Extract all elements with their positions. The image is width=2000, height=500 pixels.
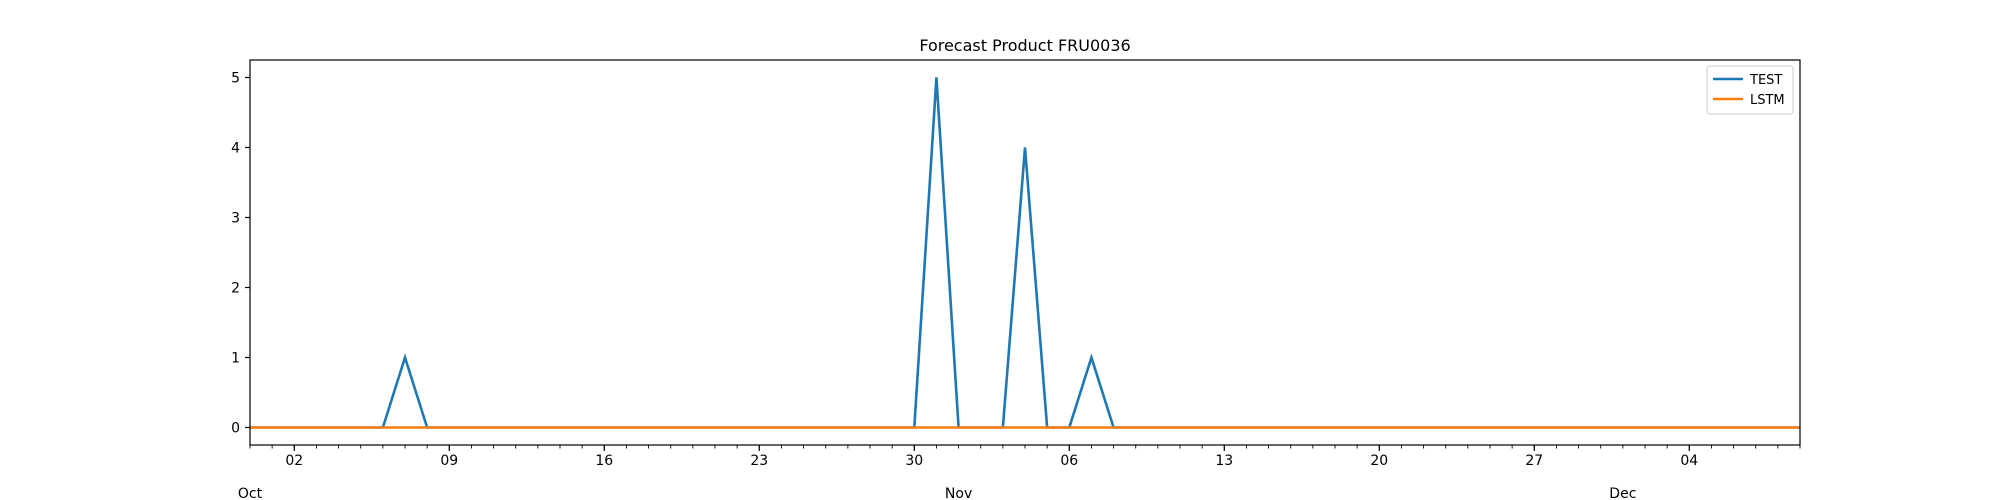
x-month-label: Dec [1609, 486, 1636, 500]
x-tick-label: 20 [1370, 453, 1388, 469]
x-tick-label: 16 [595, 453, 613, 469]
x-tick-label: 13 [1215, 453, 1233, 469]
x-tick-label: 04 [1680, 453, 1698, 469]
y-tick-label: 0 [231, 421, 240, 437]
x-tick-label: 27 [1525, 453, 1543, 469]
x-tick-label: 06 [1060, 453, 1078, 469]
x-tick-label: 09 [440, 453, 458, 469]
y-tick-label: 2 [231, 281, 240, 297]
y-tick-label: 3 [231, 211, 240, 227]
y-tick-label: 1 [231, 351, 240, 367]
x-tick-label: 23 [750, 453, 768, 469]
x-tick-label: 30 [905, 453, 923, 469]
legend-label-test: TEST [1749, 73, 1782, 88]
legend: TEST LSTM [1706, 65, 1794, 115]
chart-title: Forecast Product FRU0036 [919, 36, 1130, 55]
legend-label-lstm: LSTM [1750, 93, 1785, 108]
y-tick-label: 4 [231, 141, 240, 157]
x-month-label: Nov [945, 486, 972, 500]
x-tick-label: 02 [285, 453, 303, 469]
x-month-label: Oct [238, 486, 263, 500]
plot-area [250, 77, 1800, 429]
y-tick-label: 5 [231, 71, 240, 87]
